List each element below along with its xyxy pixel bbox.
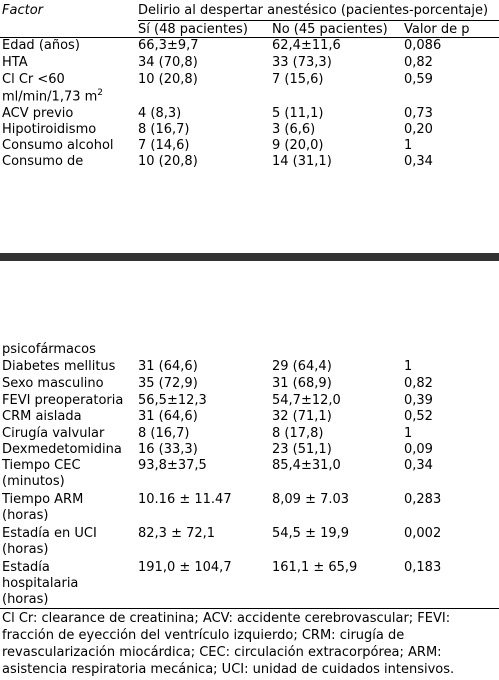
cell-si: 66,3±9,7 [138, 38, 199, 53]
cell-si: 10 (20,8) [138, 154, 198, 169]
column-header-factor: Factor [2, 3, 43, 18]
cell-p: 0,34 [404, 458, 433, 473]
cell-p: 0,39 [404, 393, 433, 408]
table-top-rule [0, 37, 499, 38]
row-label-continued: psicofármacos [2, 342, 96, 357]
cell-p: 0,73 [404, 106, 433, 121]
cell-si: 10 (20,8) [138, 72, 198, 87]
cell-no: 31 (68,9) [272, 376, 332, 391]
cell-si: 16 (33,3) [138, 442, 198, 457]
cell-no: 54,5 ± 19,9 [272, 526, 350, 541]
cell-no: 32 (71,1) [272, 409, 332, 424]
row-label: HTA [2, 55, 28, 70]
cell-si: 191,0 ± 104,7 [138, 560, 232, 575]
column-header-si: Sí (48 pacientes) [138, 22, 248, 37]
cell-no: 14 (31,1) [272, 154, 332, 169]
cell-no: 85,4±31,0 [272, 458, 341, 473]
row-label-line2: (horas) [2, 508, 49, 523]
cell-p: 0,82 [404, 376, 433, 391]
cell-si: 35 (72,9) [138, 376, 198, 391]
cell-no: 9 (20,0) [272, 138, 324, 153]
cell-no: 5 (11,1) [272, 106, 324, 121]
page-break-divider [0, 253, 499, 261]
row-label: Dexmedetomidina [2, 442, 122, 457]
cell-p: 0,002 [404, 526, 442, 541]
row-label-line2: ml/min/1,73 m2 [2, 88, 103, 104]
row-label: Estadía [2, 560, 50, 575]
table-bottom-rule [0, 608, 499, 609]
cell-no: 7 (15,6) [272, 72, 324, 87]
row-label: FEVI preoperatoria [2, 393, 124, 408]
row-label: Cl Cr <60 [2, 72, 65, 87]
cell-si: 10.16 ± 11.47 [138, 492, 232, 507]
cell-no: 3 (6,6) [272, 122, 316, 137]
row-label: Tiempo CEC [2, 458, 81, 473]
row-label: Consumo alcohol [2, 138, 114, 153]
cell-no: 161,1 ± 65,9 [272, 560, 358, 575]
row-label-line2: (horas) [2, 542, 49, 557]
cell-si: 4 (8,3) [138, 106, 182, 121]
header-divider [138, 20, 499, 21]
cell-p: 0,09 [404, 442, 433, 457]
cell-p: 0,82 [404, 55, 433, 70]
cell-no: 33 (73,3) [272, 55, 332, 70]
cell-si: 7 (14,6) [138, 138, 190, 153]
row-label-line3: (horas) [2, 592, 49, 607]
row-label: Hipotiroidismo [2, 122, 97, 137]
cell-p: 1 [404, 359, 413, 374]
cell-si: 56,5±12,3 [138, 393, 207, 408]
cell-no: 29 (64,4) [272, 359, 332, 374]
cell-si: 31 (64,6) [138, 409, 198, 424]
cell-no: 62,4±11,6 [272, 38, 341, 53]
cell-si: 82,3 ± 72,1 [138, 526, 216, 541]
cell-p: 1 [404, 426, 413, 441]
cell-no: 8 (17,8) [272, 426, 324, 441]
row-label: Estadía en UCI [2, 526, 97, 541]
row-label: Tiempo ARM [2, 492, 84, 507]
row-label: Edad (años) [2, 38, 80, 53]
cell-p: 0,20 [404, 122, 433, 137]
row-label: ACV previo [2, 106, 74, 121]
row-label: CRM aislada [2, 409, 82, 424]
cell-p: 0,086 [404, 38, 442, 53]
cell-p: 0,59 [404, 72, 433, 87]
row-label-line2: (minutos) [2, 474, 65, 489]
row-label: Diabetes mellitus [2, 359, 116, 374]
cell-si: 34 (70,8) [138, 55, 198, 70]
row-label: Consumo de [2, 154, 84, 169]
row-label-unit: ml/min/1,73 m [2, 89, 98, 105]
cell-no: 8,09 ± 7.03 [272, 492, 350, 507]
cell-p: 0,52 [404, 409, 433, 424]
cell-p: 0,183 [404, 560, 442, 575]
cell-si: 8 (16,7) [138, 122, 190, 137]
cell-no: 23 (51,1) [272, 442, 332, 457]
column-header-no: No (45 pacientes) [272, 22, 388, 37]
cell-si: 8 (16,7) [138, 426, 190, 441]
column-header-p: Valor de p [404, 22, 470, 37]
cell-no: 54,7±12,0 [272, 393, 341, 408]
table-group-title: Delirio al despertar anestésico (pacient… [138, 3, 489, 18]
table-footnote: Cl Cr: clearance de creatinina; ACV: acc… [2, 611, 455, 677]
row-label-superscript: 2 [97, 88, 104, 98]
row-label: Sexo masculino [2, 376, 104, 391]
cell-p: 0,34 [404, 154, 433, 169]
row-label: Cirugía valvular [2, 426, 105, 441]
cell-p: 1 [404, 138, 413, 153]
cell-si: 93,8±37,5 [138, 458, 207, 473]
row-label-line2: hospitalaria [2, 576, 79, 591]
cell-p: 0,283 [404, 492, 442, 507]
cell-si: 31 (64,6) [138, 359, 198, 374]
